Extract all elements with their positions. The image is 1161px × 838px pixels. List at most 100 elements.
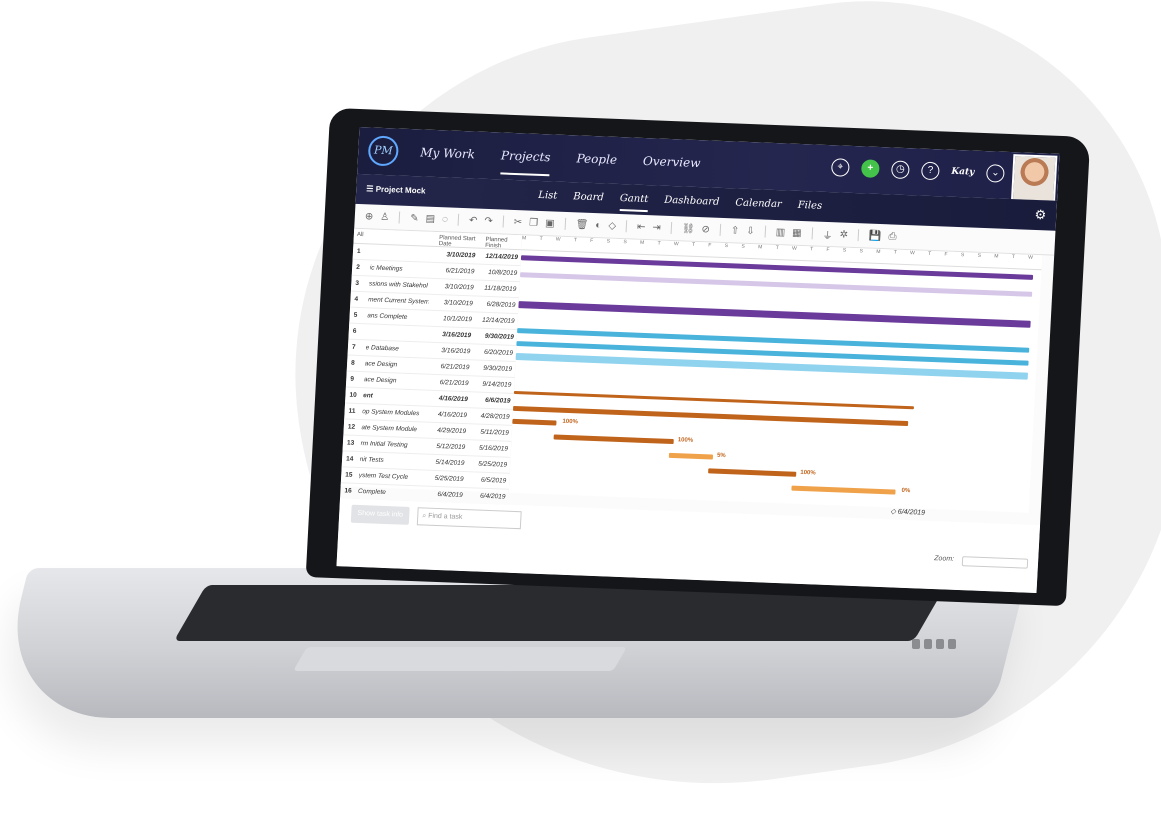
task-name — [366, 332, 426, 334]
pm-logo[interactable]: PM — [367, 135, 400, 167]
user-name[interactable]: Katy — [951, 166, 975, 178]
row-number: 13 — [346, 439, 355, 447]
row-number: 1 — [356, 247, 361, 256]
nav-people[interactable]: People — [576, 151, 618, 167]
row-number: 15 — [345, 471, 353, 479]
planned-finish: 4/28/2019 — [480, 412, 510, 421]
planned-start: 3/10/2019 — [446, 251, 476, 260]
planned-start: 6/21/2019 — [439, 379, 469, 388]
tab-calendar[interactable]: Calendar — [735, 197, 783, 211]
nav-overview[interactable]: Overview — [642, 153, 701, 171]
row-number: 3 — [355, 279, 360, 287]
task-name: nit Tests — [359, 456, 384, 464]
redo-icon[interactable]: ↷ — [484, 215, 494, 227]
task-name: ystem Test Cycle — [358, 471, 409, 481]
tab-gantt[interactable]: Gantt — [619, 193, 649, 213]
row-number: 6 — [352, 327, 357, 335]
tab-dashboard[interactable]: Dashboard — [663, 194, 720, 208]
planned-start: 3/16/2019 — [441, 347, 471, 356]
settings-icon[interactable]: ✲ — [839, 228, 849, 241]
gear-icon[interactable]: ⚙ — [1034, 206, 1047, 223]
task-name: ent — [362, 392, 373, 400]
task-name: ace Design — [364, 360, 398, 369]
gantt-chart: M T W T F S S M T W T F S S M T W T F S … — [508, 235, 1043, 513]
grid-header-finish[interactable]: Planned Finish — [485, 236, 508, 250]
grid-header-start[interactable]: Planned Start Date — [438, 235, 476, 248]
row-number: 5 — [353, 311, 358, 319]
task-name: ment Current System — [367, 296, 429, 306]
planned-start: 4/29/2019 — [436, 426, 467, 436]
planned-start: 3/16/2019 — [442, 331, 472, 340]
tab-files[interactable]: Files — [797, 199, 823, 212]
grid-header-name[interactable] — [375, 230, 436, 246]
planned-start: 5/12/2019 — [436, 442, 466, 452]
columns-icon[interactable]: ▥ — [775, 226, 786, 238]
progress-label-13: 5% — [716, 452, 726, 460]
tab-board[interactable]: Board — [573, 191, 605, 204]
gantt-bar-14[interactable] — [708, 468, 797, 477]
top-right-actions: ⌖ + ◷ ? Katy ⌄ — [830, 158, 1005, 183]
tab-list[interactable]: List — [538, 189, 558, 202]
planned-finish: 6/28/2019 — [486, 300, 516, 309]
planned-finish: 5/25/2019 — [477, 460, 508, 469]
task-name: ans Complete — [367, 312, 408, 321]
gantt-bar-13[interactable] — [668, 452, 714, 460]
outdent-icon[interactable]: ⇤ — [636, 221, 646, 233]
timer-icon[interactable]: ◷ — [890, 160, 910, 180]
cut-icon[interactable]: ✂ — [513, 216, 523, 228]
paste-icon[interactable]: ▣ — [544, 217, 555, 229]
avatar[interactable] — [1010, 154, 1058, 203]
undo-icon[interactable]: ↶ — [468, 214, 478, 227]
move-up-icon[interactable]: ⇧ — [730, 224, 740, 237]
filter-icon[interactable]: ⏚ — [822, 230, 833, 242]
notes-icon[interactable]: ▤ — [425, 213, 436, 225]
comment-icon[interactable]: ◌ — [441, 213, 449, 225]
gantt-bar-10[interactable] — [513, 390, 915, 410]
gantt-bar-15[interactable] — [791, 485, 896, 495]
help-icon[interactable]: ? — [920, 161, 940, 181]
project-name[interactable]: ☰ Project Mock — [366, 184, 426, 196]
print-icon[interactable]: ⎙ — [888, 230, 897, 243]
presentation-icon[interactable]: ⌖ — [830, 158, 850, 177]
planned-finish: 12/14/2019 — [485, 252, 519, 262]
planned-finish: 5/11/2019 — [480, 428, 509, 437]
delete-icon[interactable]: 🗑 — [575, 218, 589, 231]
task-name — [371, 252, 431, 254]
task-search-input[interactable]: ⌕ Find a task — [416, 507, 522, 530]
show-task-info-button[interactable]: Show task info — [350, 504, 410, 525]
task-name: rm Initial Testing — [360, 440, 408, 449]
planned-finish: 11/18/2019 — [484, 284, 517, 294]
row-number: 14 — [345, 455, 354, 463]
milestone-icon[interactable]: ◇ — [608, 220, 617, 232]
planned-start: 4/16/2019 — [437, 411, 468, 420]
link-icon[interactable]: ⛓ — [681, 222, 695, 235]
row-number: 4 — [354, 295, 359, 303]
color-icon[interactable]: ◐ — [595, 219, 602, 231]
gantt-bar-4[interactable] — [518, 301, 1031, 328]
gantt-bar-12[interactable] — [553, 434, 674, 445]
zoom-slider[interactable] — [961, 556, 1029, 569]
add-icon[interactable]: + — [860, 159, 880, 178]
nav-projects[interactable]: Projects — [499, 148, 551, 177]
move-down-icon[interactable]: ⇩ — [746, 225, 756, 237]
assign-user-icon[interactable]: ♙ — [379, 211, 390, 223]
planned-finish: 9/14/2019 — [482, 380, 512, 389]
grid-header-all[interactable]: All — [356, 231, 364, 239]
progress-label-12: 100% — [677, 437, 694, 444]
laptop-ports — [912, 636, 972, 652]
progress-label-11: 100% — [562, 418, 579, 426]
calendar-grid-icon[interactable]: ▦ — [791, 227, 802, 239]
unlink-icon[interactable]: ⊘ — [701, 223, 711, 235]
save-icon[interactable]: 💾 — [868, 230, 882, 242]
add-task-icon[interactable]: ⊕ — [364, 210, 374, 223]
planned-finish: 9/30/2019 — [483, 364, 513, 373]
progress-label-14: 100% — [800, 469, 816, 477]
gantt-bar-11[interactable] — [512, 418, 557, 426]
indent-icon[interactable]: ⇥ — [652, 221, 662, 234]
edit-icon[interactable]: ✎ — [409, 212, 419, 224]
copy-icon[interactable]: ❐ — [528, 217, 539, 229]
task-name: e Database — [365, 344, 399, 353]
user-menu-chevron-icon[interactable]: ⌄ — [985, 164, 1005, 183]
nav-my-work[interactable]: My Work — [419, 145, 476, 162]
